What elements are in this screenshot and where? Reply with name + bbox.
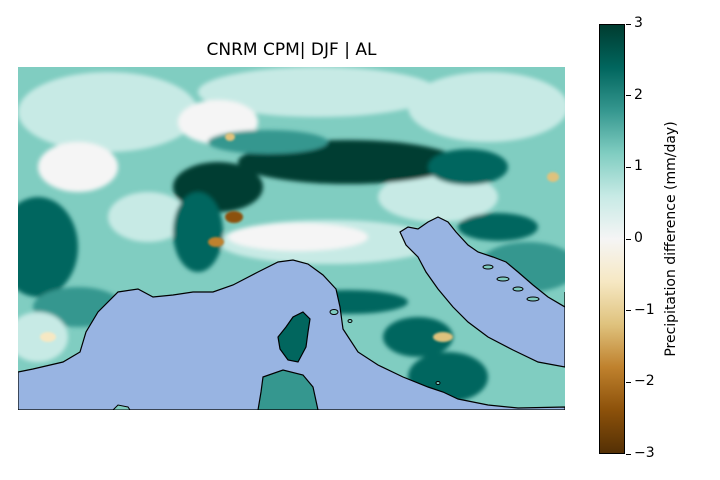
colorbar-tick-label: −2 <box>634 373 655 390</box>
adriatic-sea <box>399 216 565 368</box>
elba-island <box>329 309 339 315</box>
colorbar <box>599 24 625 454</box>
small-island <box>347 319 353 323</box>
colorbar-tick-label: −1 <box>634 301 655 318</box>
colorbar-tick-label: 1 <box>634 158 643 175</box>
dalmatian-islands <box>482 264 540 302</box>
colorbar-gradient <box>599 24 625 454</box>
islet <box>112 404 131 410</box>
precipitation-map <box>18 67 565 410</box>
colorbar-tick-label: 3 <box>634 15 643 31</box>
negative-anomaly-patches <box>40 133 559 342</box>
precip-field <box>18 67 565 402</box>
small-island <box>435 381 441 385</box>
colorbar-tick-label: 2 <box>634 86 643 103</box>
sardinia <box>257 369 319 410</box>
map-title: CNRM CPM| DJF | AL <box>206 40 377 60</box>
colorbar-label: Precipitation difference (mm/day) <box>663 121 679 357</box>
colorbar-tick-label: 0 <box>634 230 643 246</box>
corsica <box>277 311 311 363</box>
colorbar-tick-label: −3 <box>634 445 655 461</box>
